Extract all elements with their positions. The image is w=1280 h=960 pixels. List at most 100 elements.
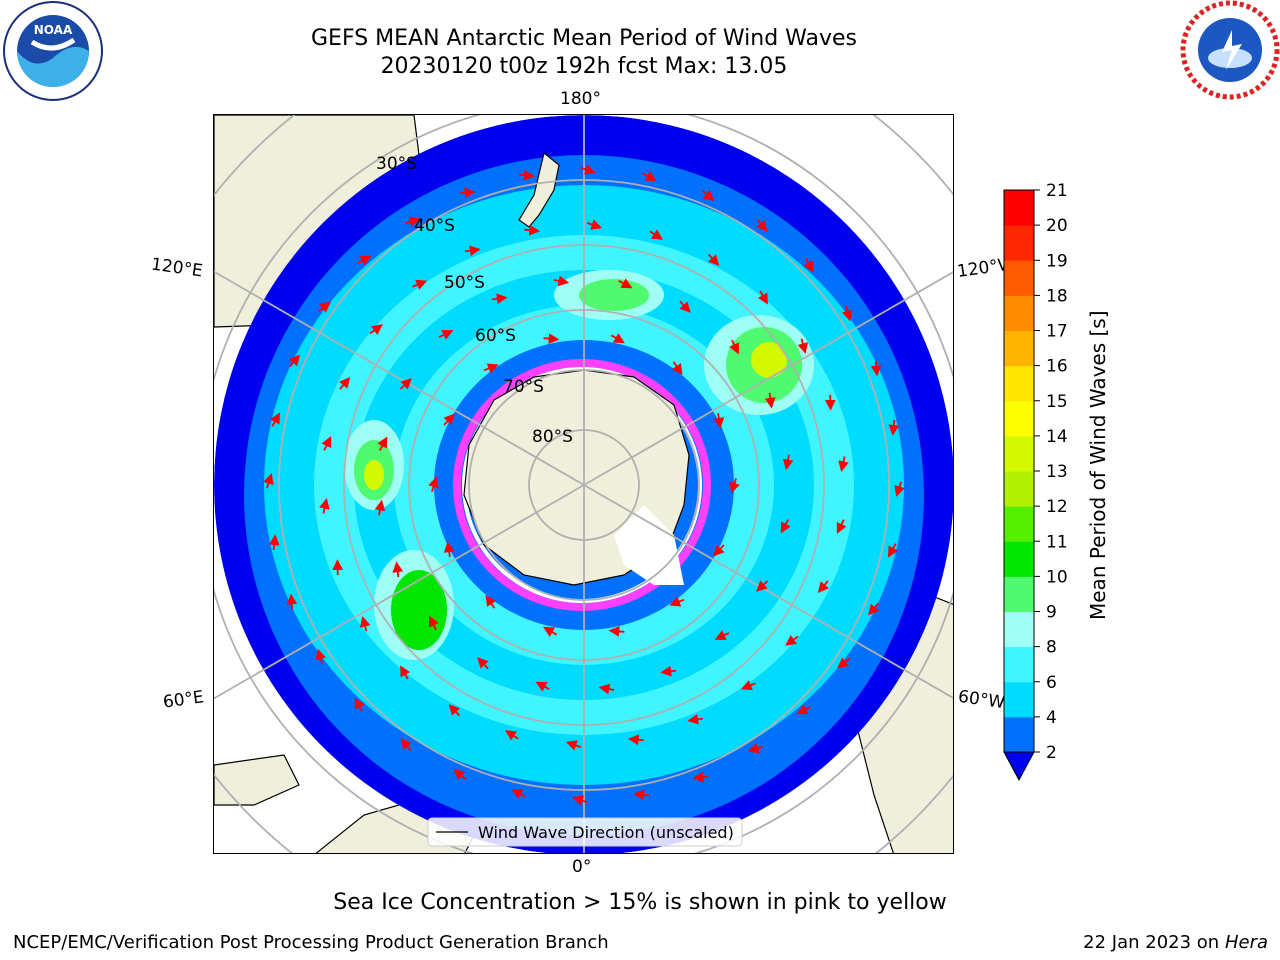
wave-direction-arrow bbox=[747, 743, 764, 754]
wave-direction-arrow bbox=[543, 333, 560, 344]
wave-direction-arrow bbox=[692, 771, 709, 783]
polar-map: Wind Wave Direction (unscaled) 30°S 40°S… bbox=[214, 115, 953, 853]
colorbar-tick-label: 6 bbox=[1046, 673, 1057, 693]
wave-direction-arrow bbox=[633, 789, 650, 801]
wave-direction-arrow bbox=[714, 630, 730, 641]
lat-label-60s: 60°S bbox=[475, 326, 516, 346]
wave-direction-arrow bbox=[785, 635, 799, 646]
wave-direction-arrow bbox=[756, 580, 769, 592]
wave-period-field bbox=[214, 115, 953, 853]
colorbar-tick-label: 10 bbox=[1046, 567, 1068, 587]
colorbar-tick-label: 13 bbox=[1046, 462, 1068, 482]
colorbar-segment bbox=[1004, 330, 1034, 367]
wave-direction-arrow bbox=[608, 626, 625, 637]
wave-direction-arrow bbox=[404, 216, 421, 227]
wave-direction-arrow bbox=[485, 595, 497, 609]
wave-direction-arrow bbox=[428, 615, 439, 631]
wave-direction-arrow bbox=[894, 481, 905, 497]
wave-direction-arrow bbox=[713, 544, 725, 557]
colorbar-tick-label: 2 bbox=[1046, 743, 1057, 763]
colorbar-segment bbox=[1004, 471, 1034, 507]
wave-direction-arrow bbox=[837, 657, 851, 669]
wave-direction-arrow bbox=[797, 338, 809, 354]
wave-direction-arrow bbox=[713, 412, 725, 429]
colorbar-segment bbox=[1004, 611, 1034, 648]
wave-direction-arrow bbox=[477, 657, 489, 670]
wave-direction-arrow bbox=[399, 378, 412, 390]
chart-subtitle: 20230120 t00z 192h fcst Max: 13.05 bbox=[380, 54, 788, 79]
colorbar-tick-label: 8 bbox=[1046, 638, 1057, 658]
wave-direction-arrow bbox=[286, 593, 298, 610]
colorbar-segment bbox=[1004, 506, 1034, 542]
wave-direction-arrow bbox=[263, 473, 274, 489]
colorbar-label: Mean Period of Wind Waves [s] bbox=[1086, 310, 1110, 620]
colorbar-tick-label: 17 bbox=[1046, 322, 1068, 342]
wave-direction-arrow bbox=[669, 596, 685, 607]
colorbar-segment bbox=[1004, 541, 1034, 577]
latitude-labels: 30°S 40°S 50°S 60°S 70°S 80°S bbox=[376, 154, 573, 447]
wave-direction-arrow bbox=[392, 561, 404, 578]
wave-direction-arrow bbox=[888, 543, 898, 558]
lat-label-50s: 50°S bbox=[444, 273, 485, 293]
wave-direction-arrow bbox=[428, 476, 439, 492]
wave-direction-arrow bbox=[400, 738, 412, 752]
noaa-logo: NOAA bbox=[3, 1, 103, 101]
colorbar-tick-label: 19 bbox=[1046, 251, 1068, 271]
colorbar: 2 4 6 8 9 10 11 12 13 14 15 16 17 18 19 20 21 bbox=[1003, 181, 1068, 782]
lon-label-120e: 120°E bbox=[149, 254, 204, 282]
colorbar-tick-label: 12 bbox=[1046, 497, 1068, 517]
wave-direction-arrow bbox=[627, 734, 644, 746]
footer-date-text: 22 Jan 2023 on bbox=[1083, 932, 1225, 953]
sea-ice-caption: Sea Ice Concentration > 15% is shown in … bbox=[333, 890, 947, 915]
wave-direction-arrow bbox=[400, 665, 411, 680]
wave-direction-arrow bbox=[357, 255, 372, 266]
wave-direction-arrow bbox=[553, 275, 570, 287]
colorbar-tick-label: 11 bbox=[1046, 532, 1068, 552]
wave-direction-arrow bbox=[377, 436, 388, 451]
wave-direction-arrow bbox=[315, 648, 326, 665]
lon-label-0: 0° bbox=[572, 857, 592, 877]
wave-direction-arrow bbox=[453, 769, 467, 781]
wave-direction-arrow bbox=[412, 279, 428, 290]
wave-direction-arrow bbox=[288, 354, 300, 368]
footer-credit: NCEP/EMC/Verification Post Processing Pr… bbox=[13, 932, 609, 953]
nws-logo bbox=[1180, 0, 1280, 100]
colorbar-segment bbox=[1004, 716, 1034, 753]
wave-direction-arrow bbox=[319, 498, 330, 514]
wave-direction-arrow bbox=[438, 329, 454, 340]
wave-direction-arrow bbox=[780, 519, 791, 534]
wave-direction-arrow bbox=[888, 419, 900, 436]
colorbar-tick-label: 14 bbox=[1046, 427, 1068, 447]
wave-direction-arrow bbox=[701, 189, 715, 201]
map-panel: Wind Wave Direction (unscaled) 30°S 40°S… bbox=[213, 114, 954, 854]
wave-direction-arrow bbox=[764, 392, 776, 409]
colorbar-segment bbox=[1004, 400, 1034, 437]
wave-direction-arrow bbox=[642, 171, 657, 181]
wave-direction-arrow bbox=[838, 456, 849, 472]
colorbar-segment bbox=[1004, 225, 1034, 261]
new-zealand-land bbox=[518, 151, 560, 228]
wave-direction-arrow bbox=[586, 219, 603, 230]
wave-direction-arrow bbox=[679, 300, 691, 313]
lat-label-80s: 80°S bbox=[532, 427, 573, 447]
lat-label-30s: 30°S bbox=[376, 154, 417, 174]
wave-direction-arrow bbox=[870, 360, 882, 377]
wave-direction-arrow bbox=[580, 164, 596, 175]
wave-direction-arrow bbox=[649, 229, 664, 240]
colorbar-tick-label: 9 bbox=[1046, 603, 1057, 623]
wave-direction-arrow bbox=[598, 683, 615, 695]
wave-direction-arrow bbox=[374, 499, 386, 516]
wave-direction-arrow bbox=[729, 339, 740, 355]
wave-direction-arrow bbox=[618, 278, 633, 289]
wave-direction-arrow bbox=[270, 412, 280, 427]
graticule bbox=[214, 115, 953, 853]
wave-direction-arrow bbox=[459, 187, 476, 199]
wave-direction-arrow bbox=[448, 704, 461, 717]
svg-text:NOAA: NOAA bbox=[34, 23, 73, 37]
wave-direction-arrow bbox=[443, 541, 455, 558]
colorbar-segment bbox=[1004, 260, 1034, 296]
wave-direction-arrow bbox=[359, 616, 371, 632]
colorbar-segment bbox=[1004, 190, 1034, 226]
wave-direction-arrow bbox=[671, 361, 683, 375]
legend-label: Wind Wave Direction (unscaled) bbox=[478, 823, 734, 842]
